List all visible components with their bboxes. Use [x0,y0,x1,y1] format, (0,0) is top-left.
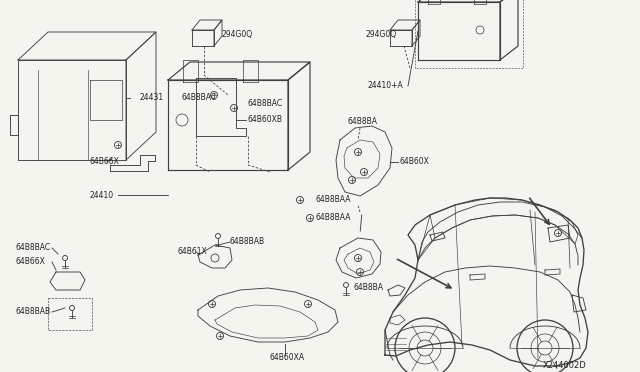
Text: 64B8BA: 64B8BA [354,283,384,292]
Text: X244002D: X244002D [543,360,587,369]
Text: 24410+A: 24410+A [368,81,404,90]
Text: 64B66X: 64B66X [90,157,120,167]
Text: 24431: 24431 [140,93,164,103]
Text: 64B66X: 64B66X [15,257,45,266]
Text: 64B8BAB: 64B8BAB [230,237,265,247]
Text: 64B8BAC: 64B8BAC [15,244,50,253]
Text: 64B8BAA: 64B8BAA [316,214,351,222]
Text: 64B60X: 64B60X [400,157,430,167]
Text: 64B8BAC: 64B8BAC [248,99,283,108]
Text: 294G0Q: 294G0Q [222,31,253,39]
Text: 64B60XB: 64B60XB [248,115,283,125]
Text: 24410: 24410 [90,190,114,199]
Text: 64B8BAA: 64B8BAA [316,196,351,205]
Text: 64B8BAB: 64B8BAB [15,308,50,317]
Text: 64B8BA: 64B8BA [348,118,378,126]
Text: 294G0Q: 294G0Q [365,31,396,39]
Text: 64B8BAC: 64B8BAC [182,93,217,103]
Text: 64B60XA: 64B60XA [270,353,305,362]
Text: 64B61X: 64B61X [178,247,208,257]
